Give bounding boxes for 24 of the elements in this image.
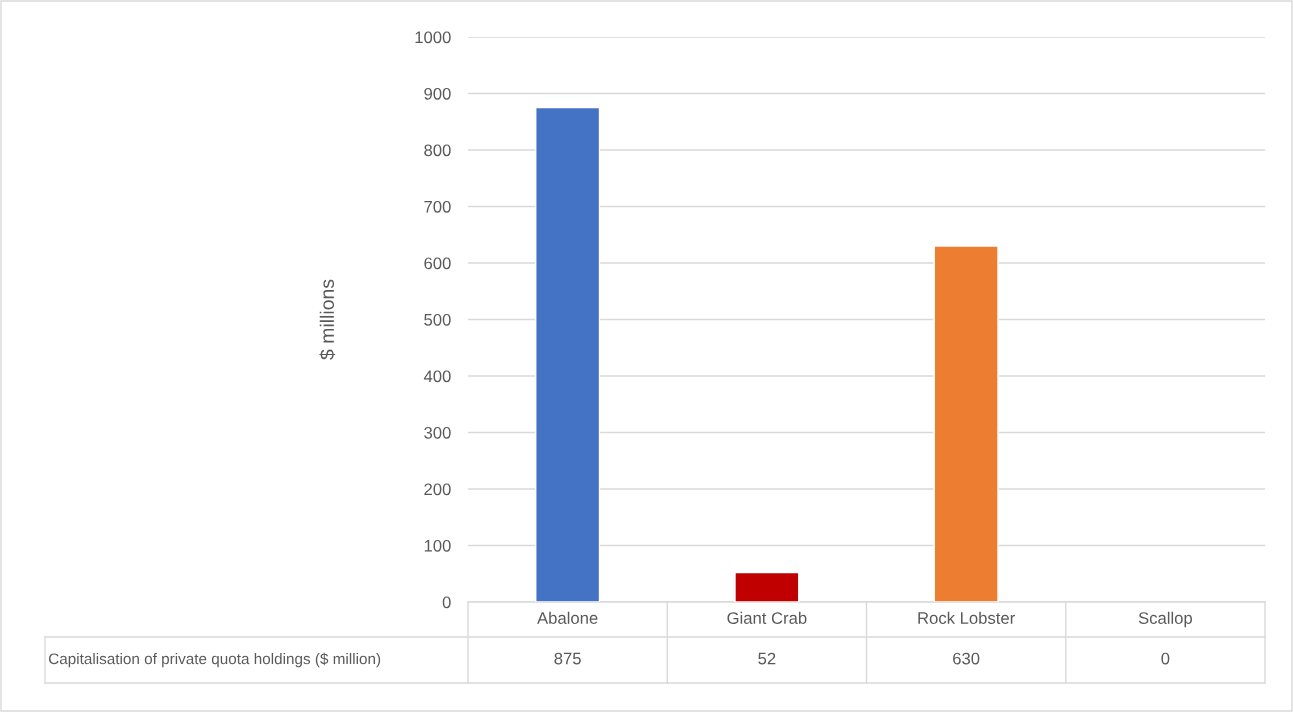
text: Capitalisation of private quota holdings ($ million) <box>48 652 381 668</box>
y-tick-label: 400 <box>423 370 451 383</box>
bar <box>734 571 800 602</box>
bar <box>933 245 999 602</box>
bar <box>535 106 601 602</box>
data-label: 0 <box>1161 652 1170 665</box>
x-tick-label: Rock Lobster <box>918 611 1015 624</box>
y-tick-label: 700 <box>424 200 451 213</box>
y-tick-label: 0 <box>442 596 451 609</box>
y-axis-title: $ millions <box>319 279 336 360</box>
x-tick-label: Abalone <box>537 611 598 624</box>
x-tick-label: Giant Crab <box>727 611 807 624</box>
data-label: 630 <box>953 652 980 665</box>
y-tick-label: 800 <box>424 144 451 157</box>
x-tick-label: Scallop <box>1138 611 1193 628</box>
y-tick-label: 200 <box>424 483 451 496</box>
y-tick-label: 1000 <box>415 31 451 44</box>
data-label: 52 <box>758 652 776 665</box>
y-tick-label: 300 <box>424 426 451 439</box>
data-label: 875 <box>554 652 581 665</box>
y-tick-label: 500 <box>424 313 451 326</box>
y-tick-label: 600 <box>424 257 451 270</box>
y-tick-label: 100 <box>424 539 451 552</box>
y-tick-label: 900 <box>424 87 451 100</box>
